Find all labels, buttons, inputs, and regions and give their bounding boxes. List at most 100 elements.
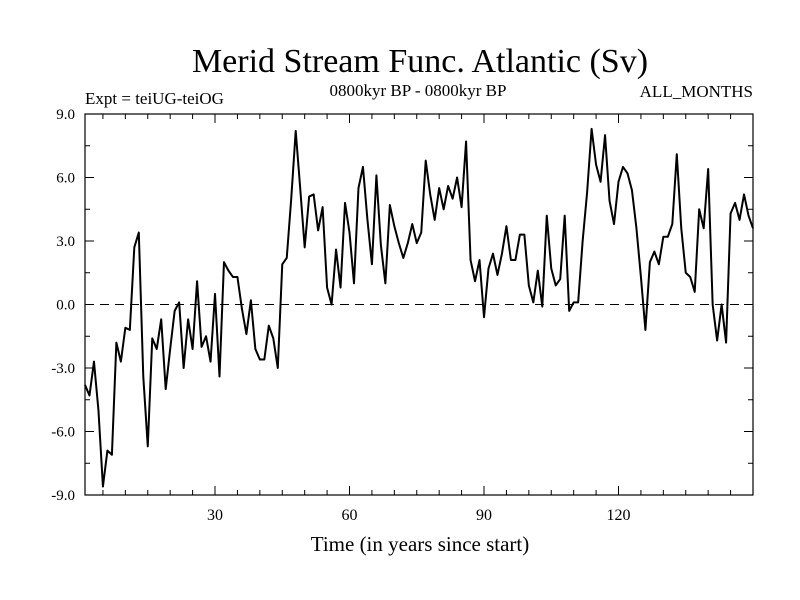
data-point: [707, 168, 709, 170]
data-point: [644, 329, 647, 331]
experiment-label: Expt = teiUG-teiOG: [85, 89, 224, 108]
data-point: [192, 348, 194, 350]
data-point: [698, 208, 700, 210]
data-point: [290, 198, 292, 200]
data-point: [371, 263, 373, 265]
data-point: [443, 208, 445, 210]
x-tick-label: 30: [207, 507, 223, 524]
data-point: [577, 301, 579, 303]
data-point: [653, 250, 655, 253]
data-point: [142, 375, 144, 378]
data-point: [223, 261, 225, 263]
data-point: [743, 193, 745, 196]
data-point: [174, 310, 176, 312]
data-point: [299, 187, 301, 189]
data-point: [196, 280, 198, 282]
data-point: [582, 240, 584, 242]
data-point: [111, 454, 113, 456]
data-point: [277, 367, 279, 369]
data-point: [133, 246, 135, 248]
data-point: [402, 257, 404, 259]
data-point: [626, 172, 629, 174]
data-point: [738, 219, 741, 221]
data-point: [676, 153, 678, 155]
data-point: [205, 335, 207, 337]
data-point: [187, 318, 189, 320]
data-point: [532, 301, 534, 303]
data-point: [353, 282, 355, 284]
data-point: [712, 303, 714, 306]
data-point: [514, 259, 516, 261]
data-point: [214, 293, 216, 295]
data-point: [295, 130, 297, 132]
data-point: [492, 253, 494, 255]
x-axis-label: Time (in years since start): [311, 532, 530, 556]
data-point: [617, 181, 620, 183]
data-point: [752, 227, 754, 229]
data-point: [200, 346, 203, 348]
data-point: [555, 284, 557, 287]
data-point: [649, 261, 651, 263]
data-point: [366, 219, 369, 221]
data-point: [380, 244, 382, 246]
data-point: [389, 204, 391, 206]
data-point: [263, 358, 265, 361]
data-point: [124, 327, 126, 329]
data-point: [93, 361, 95, 363]
data-point: [573, 301, 575, 303]
data-point: [232, 276, 234, 278]
data-point: [317, 229, 319, 232]
data-point: [671, 223, 673, 225]
data-point: [304, 246, 306, 248]
data-point: [165, 388, 167, 390]
data-point: [147, 445, 149, 447]
data-point: [456, 176, 458, 179]
data-point: [685, 272, 687, 274]
data-point: [106, 449, 109, 452]
data-point: [465, 140, 467, 143]
data-point: [97, 409, 100, 411]
data-point: [635, 227, 638, 229]
data-point: [568, 310, 570, 312]
data-point: [537, 270, 539, 272]
data-point: [550, 267, 552, 270]
data-point: [156, 348, 158, 350]
y-tick-label: 6.0: [56, 171, 75, 187]
data-point: [447, 185, 449, 187]
data-point: [84, 384, 86, 386]
data-point: [599, 181, 602, 183]
data-point: [398, 242, 400, 244]
data-point: [510, 259, 512, 261]
data-point: [640, 276, 642, 278]
data-point: [245, 333, 247, 335]
data-point: [357, 187, 360, 189]
series-line: [84, 127, 754, 488]
data-point: [384, 282, 386, 284]
period-label: 0800kyr BP - 0800kyr BP: [330, 81, 507, 100]
data-point: [483, 316, 485, 318]
data-point: [236, 276, 239, 278]
data-point: [541, 306, 543, 308]
data-point: [286, 257, 288, 259]
axes: [84, 113, 754, 496]
data-point: [478, 259, 481, 261]
data-point: [591, 128, 593, 130]
data-point: [559, 278, 561, 280]
data-point: [375, 174, 378, 176]
data-point: [259, 358, 261, 361]
x-tick-label: 60: [342, 507, 358, 524]
data-point: [241, 308, 243, 310]
data-point: [680, 227, 682, 229]
months-label: ALL_MONTHS: [640, 82, 753, 101]
data-point: [268, 325, 270, 327]
y-tick-label: 9.0: [56, 107, 75, 123]
data-point: [519, 234, 521, 236]
data-point: [88, 394, 91, 397]
data-point: [218, 375, 221, 378]
axis-ticks: -9.0 -6.0 -3.0 0.0 3.0 6.0 9.0 30 60 90 120: [51, 107, 753, 524]
data-point: [138, 231, 140, 234]
data-point: [393, 225, 395, 227]
data-point: [425, 159, 427, 162]
data-point: [429, 193, 431, 196]
